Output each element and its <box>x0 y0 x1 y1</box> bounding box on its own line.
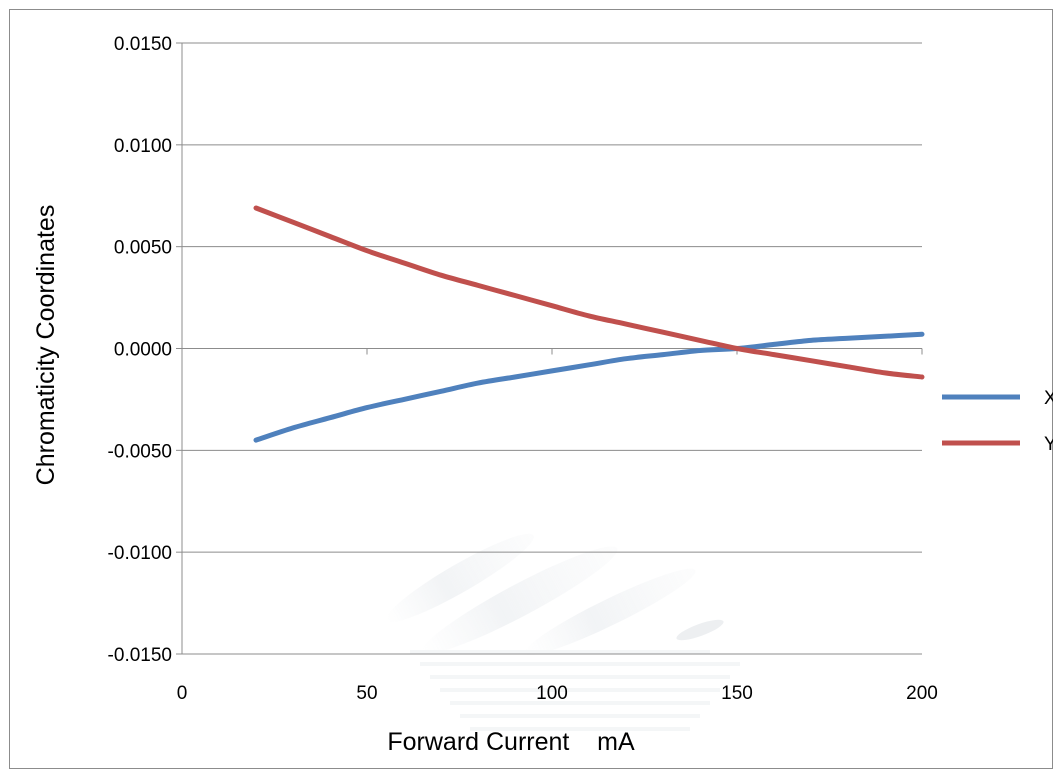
y-tick-label: 0.0100 <box>114 136 172 157</box>
legend-label-x: X <box>1044 388 1053 409</box>
watermark-logo <box>386 533 740 731</box>
x-tick-label: 150 <box>721 683 753 704</box>
x-tick-label: 0 <box>177 683 188 704</box>
series-line-x <box>253 331 925 443</box>
y-tick-label: -0.0050 <box>108 441 172 462</box>
x-tick-label: 50 <box>356 683 377 704</box>
y-tick-label: 0.0150 <box>114 34 172 55</box>
series-line-y <box>253 205 925 380</box>
y-axis-title: Chromaticity Coordinates <box>32 205 60 486</box>
x-axis-title: Forward Current mA <box>387 728 635 756</box>
axes <box>176 42 923 655</box>
y-tick-label: 0.0000 <box>114 340 172 361</box>
y-tick-label: -0.0150 <box>108 645 172 666</box>
y-tick-label: -0.0100 <box>108 543 172 564</box>
series-lines <box>253 205 925 443</box>
x-tick-label: 100 <box>536 683 568 704</box>
legend: XY <box>942 388 1053 455</box>
tick-labels: 0.0150 0.0100 0.0050 0.0000 -0.0050 -0.0100 -0… <box>108 34 938 704</box>
legend-label-y: Y <box>1044 434 1053 455</box>
x-tick-label: 200 <box>906 683 938 704</box>
y-tick-label: 0.0050 <box>114 238 172 259</box>
